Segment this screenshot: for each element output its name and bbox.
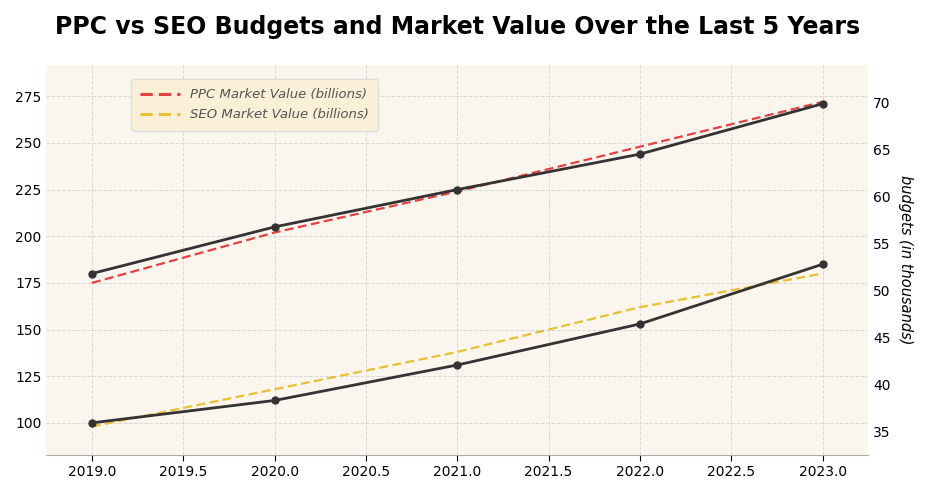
Title: PPC vs SEO Budgets and Market Value Over the Last 5 Years: PPC vs SEO Budgets and Market Value Over…	[55, 15, 859, 39]
Y-axis label: budgets (in thousands): budgets (in thousands)	[897, 175, 912, 344]
Legend: PPC Market Value (billions), SEO Market Value (billions): PPC Market Value (billions), SEO Market …	[131, 79, 378, 131]
